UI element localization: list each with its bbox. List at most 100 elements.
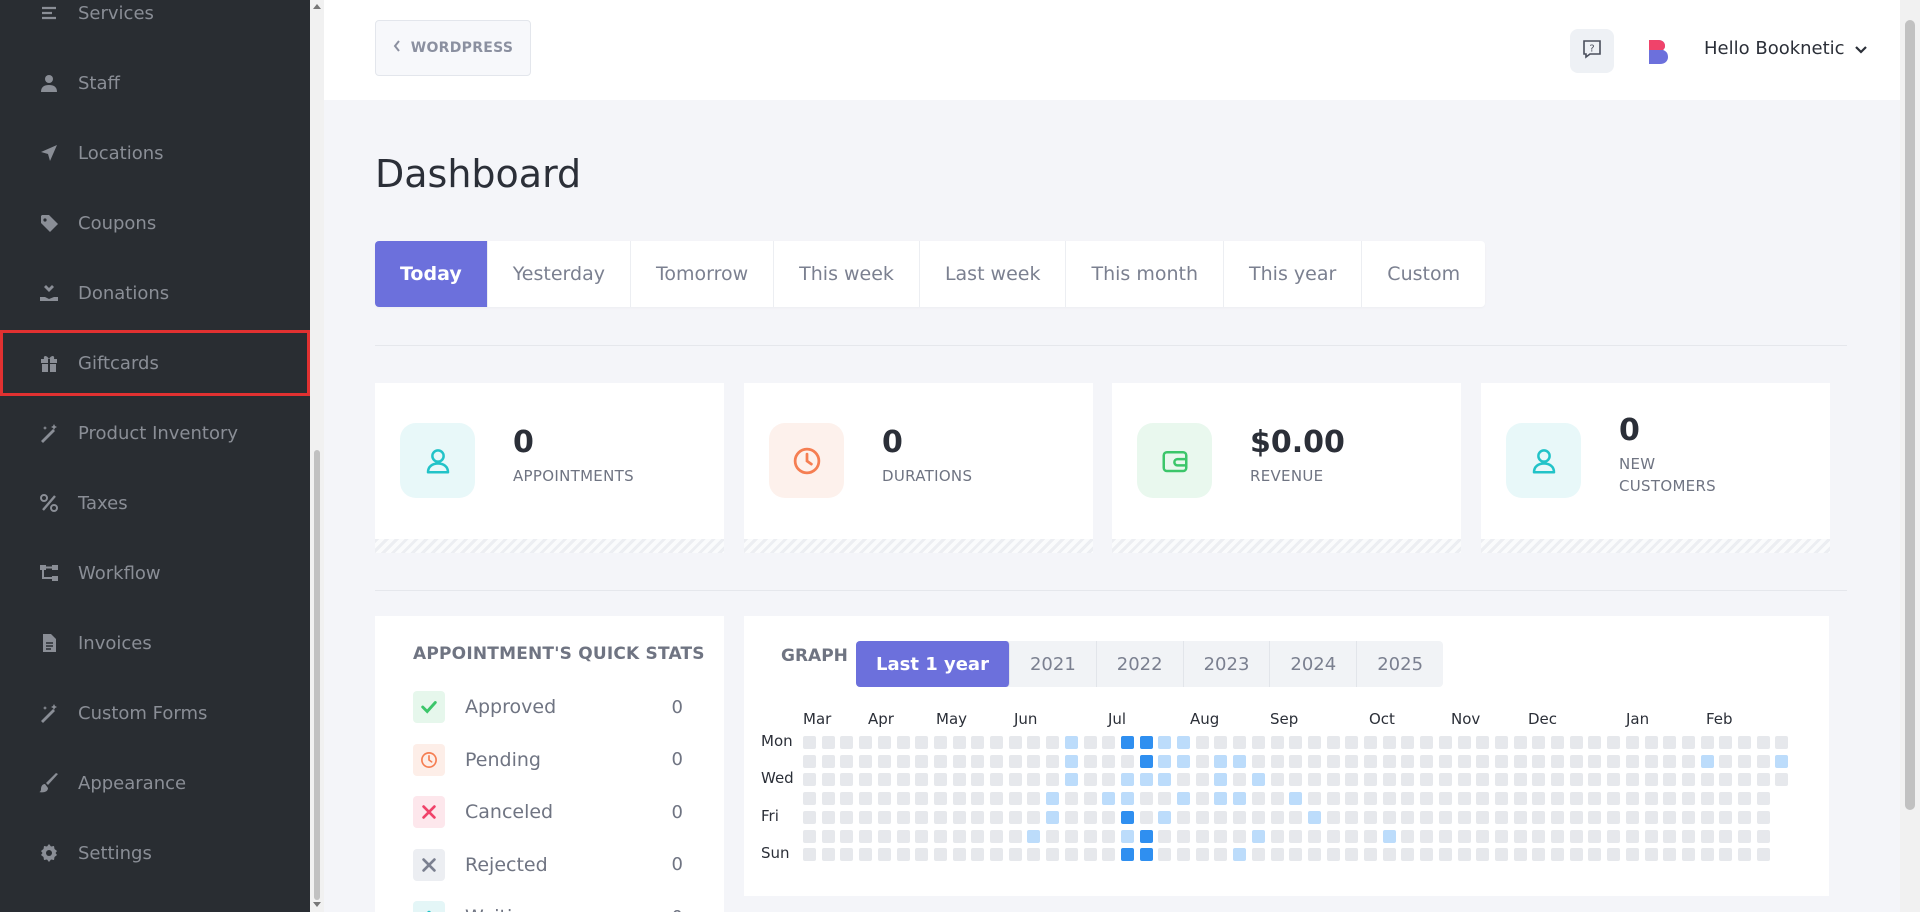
- heatmap-cell: [1625, 792, 1639, 806]
- heatmap-cell: [1476, 754, 1490, 768]
- tab-this-week[interactable]: This week: [774, 241, 920, 307]
- graph-tab-2025[interactable]: 2025: [1377, 653, 1424, 675]
- user-menu[interactable]: Hello Booknetic: [1704, 38, 1867, 59]
- heatmap-cell: [1177, 773, 1190, 787]
- quick-stat-canceled: Canceled 0: [413, 796, 683, 828]
- booknetic-logo-icon: [1646, 38, 1670, 70]
- quick-stat-count: 0: [671, 801, 683, 823]
- graph-tab-2024[interactable]: 2024: [1270, 641, 1358, 687]
- heatmap-cell: [971, 810, 985, 824]
- stat-value: $0.00: [1250, 425, 1345, 460]
- heatmap-cell: [1569, 754, 1583, 768]
- sidebar-item-invoices[interactable]: Invoices: [0, 610, 310, 676]
- heatmap-cell: [840, 829, 854, 843]
- heatmap-cell: [1569, 773, 1583, 787]
- sidebar-item-staff[interactable]: Staff: [0, 50, 310, 116]
- heatmap-cell: [1289, 848, 1303, 862]
- sidebar-item-services[interactable]: Services: [0, 0, 310, 46]
- graph-tab-2023[interactable]: 2023: [1184, 641, 1271, 687]
- page-scrollbar-thumb[interactable]: [1905, 20, 1915, 810]
- heatmap-cell: [1027, 792, 1041, 806]
- graph-tab-2021[interactable]: 2021: [1010, 641, 1097, 687]
- sidebar-item-locations[interactable]: Locations: [0, 120, 310, 186]
- sidebar-item-label: Settings: [78, 842, 152, 864]
- heatmap-cell: [1644, 754, 1658, 768]
- sidebar-item-product-inventory[interactable]: Product Inventory: [0, 400, 310, 466]
- heatmap-cell: [1420, 792, 1434, 806]
- heatmap-cell: [1532, 736, 1546, 749]
- sidebar-item-coupons[interactable]: Coupons: [0, 190, 310, 256]
- heatmap-cell: [1719, 773, 1733, 787]
- heatmap-cell: [1738, 754, 1751, 768]
- heatmap-cell: [1102, 792, 1116, 806]
- heatmap-cell: [1494, 829, 1508, 843]
- heatmap-cell: [1326, 810, 1340, 824]
- sidebar-item-taxes[interactable]: Taxes: [0, 470, 310, 536]
- user-greeting: Hello Booknetic: [1704, 38, 1845, 59]
- heatmap-cell: [1120, 736, 1134, 749]
- sidebar-item-workflow[interactable]: Workflow: [0, 540, 310, 606]
- page-scrollbar[interactable]: [1900, 0, 1920, 912]
- heatmap-cell: [1700, 848, 1714, 862]
- heatmap-cell: [952, 736, 966, 749]
- heatmap-cell: [1307, 848, 1321, 862]
- tab-today[interactable]: Today: [375, 241, 488, 307]
- heatmap-cell: [877, 754, 891, 768]
- heatmap-cell: [803, 736, 816, 749]
- heatmap-cell: [1083, 754, 1097, 768]
- sidebar-item-appearance[interactable]: Appearance: [0, 750, 310, 816]
- sidebar-item-donations[interactable]: Donations: [0, 260, 310, 326]
- heatmap-cell: [1046, 736, 1060, 749]
- heatmap-cell: [1008, 829, 1022, 843]
- heatmap-cell: [1494, 792, 1508, 806]
- sidebar-item-custom-forms[interactable]: Custom Forms: [0, 680, 310, 746]
- sidebar-scrollbar[interactable]: [310, 0, 324, 912]
- tab-custom[interactable]: Custom: [1387, 263, 1461, 285]
- tab-yesterday[interactable]: Yesterday: [488, 241, 631, 307]
- tab-this-month[interactable]: This month: [1066, 241, 1225, 307]
- graph-tab-2022[interactable]: 2022: [1097, 641, 1184, 687]
- heatmap-cell: [1476, 736, 1490, 749]
- sidebar-scrollbar-thumb[interactable]: [314, 450, 320, 900]
- heatmap-cell: [896, 829, 910, 843]
- heatmap-cell: [1569, 810, 1583, 824]
- heatmap-cell: [1420, 754, 1434, 768]
- heatmap-cell: [1158, 792, 1172, 806]
- sidebar-item-label: Locations: [78, 142, 164, 164]
- heatmap-cell: [1457, 773, 1471, 787]
- heatmap-cell: [1382, 736, 1396, 749]
- sidebar-item-settings[interactable]: Settings: [0, 820, 310, 886]
- quick-stat-count: 0: [672, 907, 683, 912]
- gear-icon: [38, 842, 60, 864]
- tab-tomorrow[interactable]: Tomorrow: [631, 241, 775, 307]
- heatmap-cell: [1663, 810, 1677, 824]
- hand-holding-icon: [38, 282, 60, 304]
- heatmap-cell: [877, 736, 891, 749]
- tab-last-week[interactable]: Last week: [920, 241, 1067, 307]
- graph-tab-last-1-year[interactable]: Last 1 year: [856, 641, 1010, 687]
- heatmap-cell: [1008, 736, 1022, 749]
- heatmap-cell: [1719, 829, 1733, 843]
- tag-icon: [38, 212, 60, 234]
- heatmap-cell: [1625, 848, 1639, 862]
- heatmap-cell: [1102, 754, 1116, 768]
- card-stripe: [375, 539, 724, 553]
- heatmap-cell: [1139, 754, 1153, 768]
- heatmap-cell: [990, 773, 1003, 787]
- heatmap-cell: [877, 829, 891, 843]
- heatmap-cell: [1008, 810, 1022, 824]
- heatmap-cell: [1102, 773, 1116, 787]
- back-to-wordpress-button[interactable]: WORDPRESS: [375, 20, 531, 76]
- heatmap-cell: [1700, 792, 1714, 806]
- heatmap-cell: [915, 848, 929, 862]
- heatmap-cell: [1457, 792, 1471, 806]
- help-button[interactable]: ?: [1570, 29, 1614, 73]
- heatmap-cell: [1476, 773, 1490, 787]
- sidebar-item-giftcards[interactable]: Giftcards: [0, 330, 310, 396]
- heatmap-cell: [1008, 754, 1022, 768]
- heatmap-cell: [1438, 736, 1452, 749]
- heatmap-cell: [1177, 754, 1190, 768]
- tab-this-year[interactable]: This year: [1224, 241, 1363, 307]
- heatmap-cell: [1513, 754, 1527, 768]
- heatmap-cell: [1625, 810, 1639, 824]
